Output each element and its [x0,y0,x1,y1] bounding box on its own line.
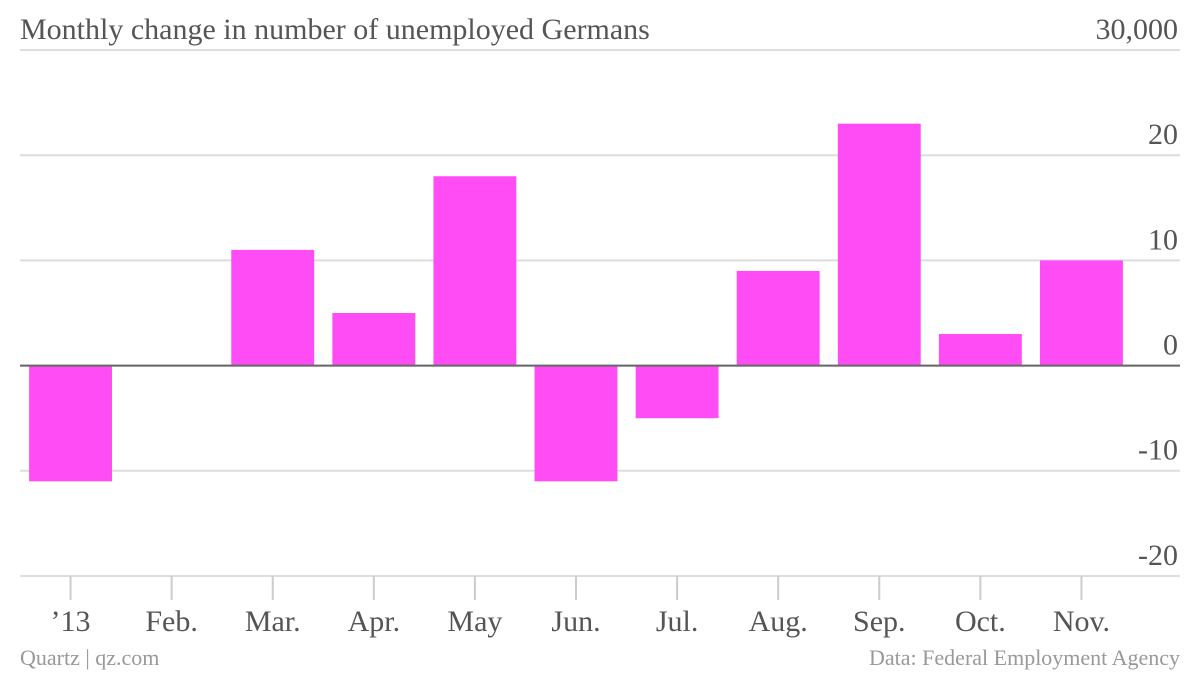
y-tick-label: -10 [1138,434,1178,467]
y-tick-label: 20 [1148,118,1178,151]
y-tick-label: -20 [1138,539,1178,572]
bar [332,313,416,366]
x-tick-label: Jul. [656,605,699,638]
bar [231,249,315,366]
x-tick-label: Jun. [551,605,600,638]
x-tick-label: Nov. [1053,605,1110,638]
y-tick-label: 10 [1148,223,1178,256]
bar [1040,260,1123,366]
x-tick-label: Mar. [245,605,301,638]
bar [534,365,618,482]
x-tick-label: Feb. [145,605,198,638]
x-tick-label: Apr. [348,605,401,638]
x-tick-label: Aug. [749,605,808,638]
bar [29,365,112,482]
bar [938,334,1022,366]
bar [837,123,921,366]
bar [433,176,517,366]
x-tick-label: Sep. [853,605,906,638]
x-tick-label: May [447,605,502,638]
source: Data: Federal Employment Agency [869,645,1180,670]
x-tick-label: ’13 [51,605,91,638]
y-tick-label: 30,000 [1096,13,1179,46]
y-tick-label: 0 [1163,328,1178,361]
chart-title: Monthly change in number of unemployed G… [20,13,650,46]
credit: Quartz | qz.com [20,645,159,670]
x-tick-label: Oct. [955,605,1006,638]
bar [635,365,719,419]
bar [736,270,820,366]
